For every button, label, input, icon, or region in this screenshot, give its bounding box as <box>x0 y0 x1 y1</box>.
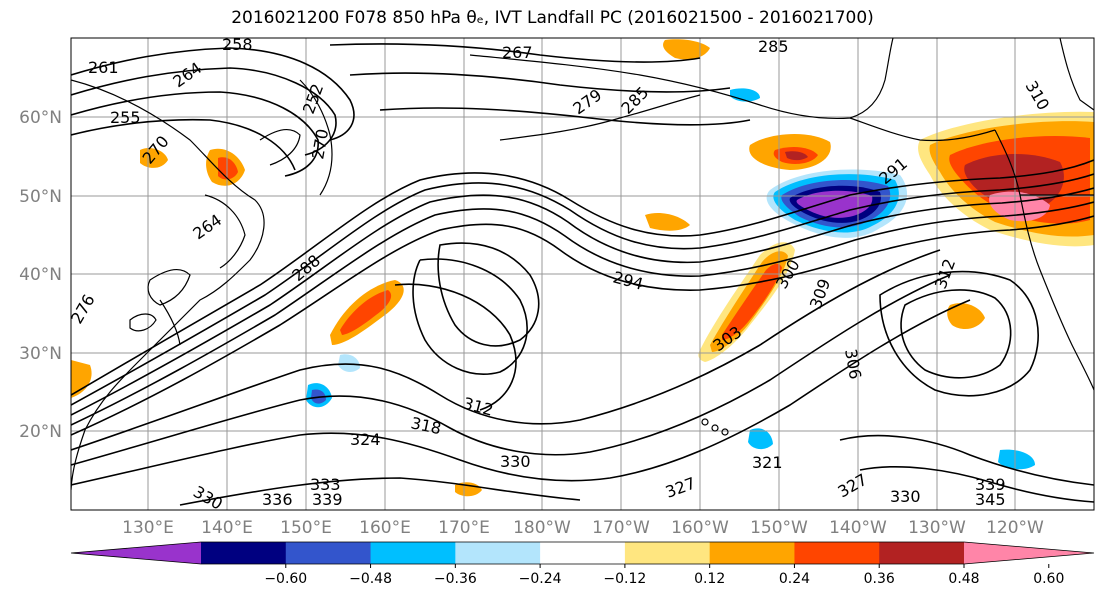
lon-label: 120°W <box>986 518 1044 538</box>
colorbar-tick-label: 0.60 <box>1033 571 1064 587</box>
lat-label: 30°N <box>19 344 62 364</box>
contour-label: 339 <box>312 490 343 509</box>
colorbar-extend-low <box>71 542 201 564</box>
colorbar-tick-label: −0.36 <box>434 571 477 587</box>
lon-label: 180°W <box>513 518 571 538</box>
contour-label: 324 <box>350 430 381 449</box>
contour-label: 321 <box>752 453 783 472</box>
lon-label: 170°W <box>592 518 650 538</box>
lat-label: 60°N <box>19 108 62 128</box>
lat-label: 40°N <box>19 265 62 285</box>
colorbar-segment <box>794 542 880 564</box>
colorbar-tick-label: −0.60 <box>264 571 307 587</box>
contour-label: 258 <box>222 35 253 54</box>
lon-label: 150°W <box>750 518 808 538</box>
contour-label: 255 <box>110 108 141 127</box>
colorbar-tick-label: 0.12 <box>694 571 725 587</box>
lon-label: 130°W <box>908 518 966 538</box>
lon-label: 150°E <box>280 518 332 538</box>
colorbar-tick-label: −0.24 <box>519 571 562 587</box>
colorbar-segment <box>540 542 626 564</box>
coastline-japan <box>147 268 191 306</box>
contour-label: 267 <box>502 43 533 62</box>
colorbar-tick-label: 0.24 <box>779 571 810 587</box>
colorbar-segment <box>285 542 372 564</box>
colorbar-segment <box>455 542 541 564</box>
colorbar-tick-label: −0.48 <box>349 571 392 587</box>
lon-label: 140°E <box>201 518 253 538</box>
colorbar-tick-label: 0.48 <box>948 571 979 587</box>
lon-label: 160°W <box>671 518 729 538</box>
coastline-alaska <box>469 38 894 119</box>
colorbar-tick-label: 0.36 <box>864 571 895 587</box>
map-title: 2016021200 F078 850 hPa θₑ, IVT Landfall… <box>231 8 874 28</box>
colorbar-extend-high <box>964 542 1094 564</box>
contour-label: 333 <box>310 475 341 494</box>
coastlines <box>71 38 1094 491</box>
colorbar: −0.60 −0.48 −0.36 −0.24 −0.12 0.12 0.24 0.36 0.4… <box>70 541 1095 587</box>
lon-label: 140°W <box>829 518 887 538</box>
colorbar-segment <box>370 542 456 564</box>
colorbar-segment <box>709 542 795 564</box>
colorbar-segment <box>624 542 711 564</box>
longitude-labels: 130°E 140°E 150°E 160°E 170°E 180°W 170°… <box>122 518 1044 538</box>
colorbar-outline <box>70 541 1095 565</box>
coastline-east-asia <box>71 79 265 491</box>
colorbar-segment <box>879 542 965 564</box>
colorbar-segment <box>201 542 287 564</box>
contour-label: 345 <box>975 490 1006 509</box>
contour-label: 330 <box>890 487 921 506</box>
lon-label: 170°E <box>438 518 490 538</box>
theta-e-contours <box>71 43 1094 506</box>
contour-label: 339 <box>975 475 1006 494</box>
contour-label: 330 <box>500 452 531 471</box>
contour-label: 336 <box>262 490 293 509</box>
lat-label: 20°N <box>19 422 62 442</box>
contour-label: 285 <box>758 37 789 56</box>
coastline-north-america <box>994 129 1094 391</box>
map-panel: 261 258 267 285 270 264 252 255 270 279 … <box>71 35 1094 510</box>
lon-label: 160°E <box>359 518 411 538</box>
lon-label: 130°E <box>122 518 174 538</box>
lat-label: 50°N <box>19 187 62 207</box>
colorbar-tick-label: −0.12 <box>603 571 646 587</box>
latitude-labels: 60°N 50°N 40°N 30°N 20°N <box>19 108 62 442</box>
contour-label: 261 <box>88 58 119 77</box>
map-frame <box>70 37 1095 511</box>
